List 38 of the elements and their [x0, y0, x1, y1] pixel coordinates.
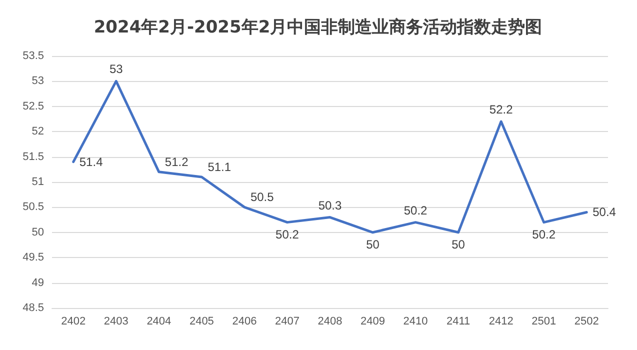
data-label: 50.2: [404, 203, 428, 218]
data-label: 50.2: [532, 227, 556, 242]
data-label: 51.4: [79, 154, 104, 169]
data-label: 51.1: [208, 160, 232, 174]
data-label: 52.2: [489, 102, 514, 117]
y-tick-label: 50: [32, 226, 44, 238]
y-tick-label: 52.5: [22, 100, 44, 112]
y-tick-label: 53: [32, 75, 44, 88]
y-tick-label: 51: [32, 176, 44, 188]
y-tick-label: 52: [32, 126, 44, 138]
x-tick-label: 2411: [446, 316, 470, 328]
data-label: 50: [366, 237, 380, 252]
chart-title: 2024年2月-2025年2月中国非制造业商务活动指数走势图: [94, 18, 542, 38]
x-tick-label: 2501: [532, 316, 556, 328]
y-tick-label: 49.5: [22, 252, 44, 264]
x-tick-label: 2404: [146, 316, 172, 328]
data-label: 50.2: [276, 227, 300, 242]
x-tick-label: 2410: [403, 316, 428, 328]
data-label: 50.5: [250, 190, 274, 204]
data-label: 51.2: [164, 154, 189, 169]
x-tick-label: 2502: [574, 316, 599, 328]
x-tick-label: 2406: [232, 316, 257, 328]
x-tick-label: 2407: [274, 316, 300, 328]
x-tick-label: 2405: [189, 316, 214, 328]
x-tick-label: 2408: [318, 316, 342, 328]
x-tick-label: 2402: [61, 316, 86, 328]
y-tick-label: 49: [32, 276, 44, 289]
y-tick-label: 53.5: [22, 50, 44, 62]
data-label: 50.3: [318, 198, 342, 212]
data-label: 50.4: [592, 205, 616, 220]
data-label: 50: [452, 237, 466, 252]
x-tick-label: 2412: [488, 316, 514, 328]
x-tick-label: 2403: [104, 316, 128, 328]
y-tick-label: 50.5: [22, 201, 44, 214]
x-tick-label: 2409: [360, 316, 386, 328]
y-tick-label: 48.5: [22, 302, 44, 314]
y-tick-label: 51.5: [22, 150, 44, 163]
data-label: 53: [109, 62, 124, 76]
